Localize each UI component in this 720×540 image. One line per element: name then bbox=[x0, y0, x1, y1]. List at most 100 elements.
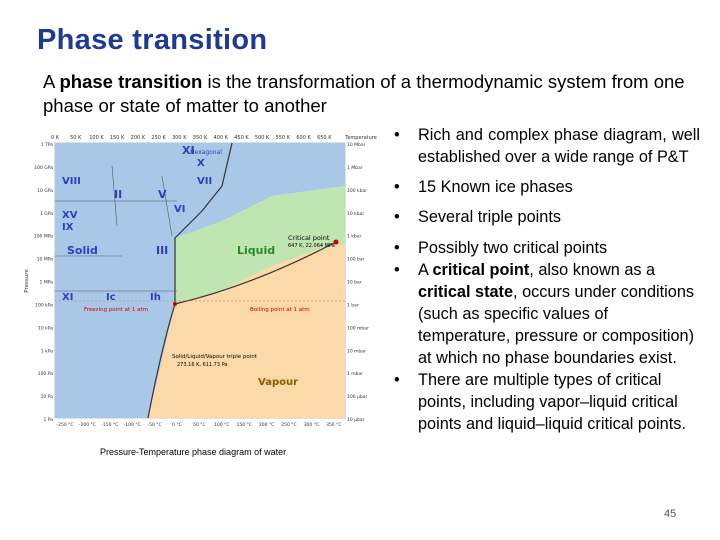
phase-boundary bbox=[147, 241, 337, 419]
text-run: Several triple points bbox=[418, 208, 561, 226]
title: Phase transition bbox=[37, 24, 268, 56]
diagram-label: V bbox=[158, 188, 167, 201]
page-number: 45 bbox=[664, 508, 677, 520]
axis-label: Pressure bbox=[24, 269, 30, 293]
top-tick: 550 K bbox=[276, 135, 291, 141]
right-tick: 1 kbar bbox=[347, 234, 362, 240]
caption: Pressure-Temperature phase diagram of wa… bbox=[100, 447, 287, 457]
diagram-label: Solid/Liquid/Vapour triple point bbox=[172, 354, 258, 360]
right-tick: 100 bar bbox=[347, 257, 365, 263]
left-tick: 100 Pa bbox=[38, 371, 54, 377]
top-tick: 400 K bbox=[214, 135, 229, 141]
left-tick: 1 MPa bbox=[40, 280, 54, 286]
text-run: A bbox=[43, 71, 60, 92]
top-tick: 500 K bbox=[255, 135, 270, 141]
right-tick: 10 mbar bbox=[347, 348, 366, 354]
solid-region bbox=[55, 143, 345, 418]
top-tick: 450 K bbox=[234, 135, 249, 141]
diagram-label: Hexagonal bbox=[190, 149, 222, 156]
bullet: Rich and complex phase diagram, well est… bbox=[394, 124, 700, 168]
right-tick: 10 Mbar bbox=[347, 142, 366, 148]
diagram-label: III bbox=[156, 244, 168, 257]
bullet: There are multiple types of critical poi… bbox=[394, 369, 700, 435]
phase-diagram: 0 K 50 K 100 K 150 K 200 K 250 K 300 K 350 K 400… bbox=[24, 135, 377, 428]
bullet: 15 Known ice phases bbox=[394, 176, 700, 198]
right-tick: 1 mbar bbox=[347, 371, 363, 377]
diagram-label: VII bbox=[197, 176, 212, 187]
melting-line bbox=[174, 142, 233, 304]
left-tick: 100 GPa bbox=[34, 165, 53, 171]
bottom-tick: -100 °C bbox=[124, 422, 141, 428]
top-tick: 600 K bbox=[296, 135, 311, 141]
diagram-label: X bbox=[197, 158, 205, 169]
bottom-tick: -150 °C bbox=[101, 422, 118, 428]
right-tick: 100 mbar bbox=[347, 325, 369, 331]
diagram-label: Freezing point at 1 atm bbox=[84, 307, 148, 313]
intro: A phase transition is the transformation… bbox=[43, 70, 713, 118]
diagram-label: Ih bbox=[150, 292, 161, 303]
left-tick: 10 MPa bbox=[37, 257, 54, 263]
diagram-label: 273.16 K, 611.73 Pa bbox=[177, 362, 227, 368]
top-tick: 250 K bbox=[151, 135, 166, 141]
text-run: critical point bbox=[432, 261, 530, 279]
bottom-tick: -50 °C bbox=[148, 422, 162, 428]
bullet: Possibly two critical points bbox=[394, 237, 700, 259]
diagram-label: Boiling point at 1 atm bbox=[250, 307, 310, 313]
left-tick: 100 kPa bbox=[35, 302, 53, 308]
vapour-region bbox=[148, 244, 345, 418]
text-run: phase transition bbox=[59, 71, 203, 92]
top-tick: 650 K bbox=[317, 135, 332, 141]
right-tick: 100 μbar bbox=[347, 394, 367, 400]
bullet: A critical point, also known as a critic… bbox=[394, 259, 700, 369]
top-tick: 350 K bbox=[193, 135, 208, 141]
top-tick: 150 K bbox=[110, 135, 125, 141]
diagram-label: 647 K, 22.064 MPa bbox=[288, 243, 335, 249]
critical-point bbox=[333, 239, 339, 245]
bottom-tick: -200 °C bbox=[79, 422, 96, 428]
left-tick: 100 MPa bbox=[34, 234, 53, 240]
top-tick: 200 K bbox=[131, 135, 146, 141]
diagram-label: Vapour bbox=[258, 377, 298, 388]
bottom-tick: 200 °C bbox=[259, 422, 274, 428]
text-run: Possibly two critical points bbox=[418, 239, 608, 257]
diagram-label: XI bbox=[62, 292, 73, 303]
bottom-tick: 100 °C bbox=[214, 422, 229, 428]
bottom-tick: 350 °C bbox=[326, 422, 341, 428]
bottom-tick: -250 °C bbox=[56, 422, 73, 428]
diagram-label: II bbox=[114, 188, 122, 201]
left-tick: 1 GPa bbox=[40, 211, 53, 217]
top-tick: 100 K bbox=[89, 135, 104, 141]
bullet-list: Rich and complex phase diagram, well est… bbox=[394, 124, 700, 435]
liquid-region bbox=[175, 186, 345, 418]
right-tick: 1 Mbar bbox=[347, 165, 363, 171]
diagram-label: Critical point bbox=[288, 234, 330, 242]
right-tick: 1 bar bbox=[347, 302, 359, 308]
bullet: Several triple points bbox=[394, 206, 700, 228]
diagram-label: IX bbox=[62, 222, 74, 233]
triple-point bbox=[173, 302, 177, 306]
axis-label: Temperature bbox=[344, 135, 377, 141]
text-run: , also known as a bbox=[529, 261, 656, 279]
left-tick: 1 Pa bbox=[43, 417, 53, 423]
text-run: , occurs under conditions (such as speci… bbox=[418, 283, 695, 367]
left-tick: 1 TPa bbox=[41, 142, 54, 148]
top-tick: 0 K bbox=[51, 135, 60, 141]
text-run: is the transformation of a thermodynamic… bbox=[43, 71, 685, 116]
top-tick: 300 K bbox=[172, 135, 187, 141]
diagram-label: VIII bbox=[62, 176, 81, 187]
text-run: Rich and complex phase diagram, well est… bbox=[418, 126, 700, 166]
left-tick: 10 kPa bbox=[38, 325, 53, 331]
right-tick: 10 μbar bbox=[347, 417, 365, 423]
left-tick: 1 kPa bbox=[41, 348, 53, 354]
bottom-tick: 250 °C bbox=[281, 422, 296, 428]
bottom-tick: 150 °C bbox=[236, 422, 251, 428]
text-run: critical state bbox=[418, 283, 514, 301]
ice-boundaries bbox=[55, 165, 177, 292]
right-tick: 100 kbar bbox=[347, 188, 367, 194]
right-tick: 10 kbar bbox=[347, 211, 364, 217]
bottom-tick: 0 °C bbox=[172, 422, 182, 428]
diagram-label: VI bbox=[174, 204, 185, 215]
diagram-label: XV bbox=[62, 210, 78, 221]
diagram-label: Ic bbox=[106, 292, 116, 303]
